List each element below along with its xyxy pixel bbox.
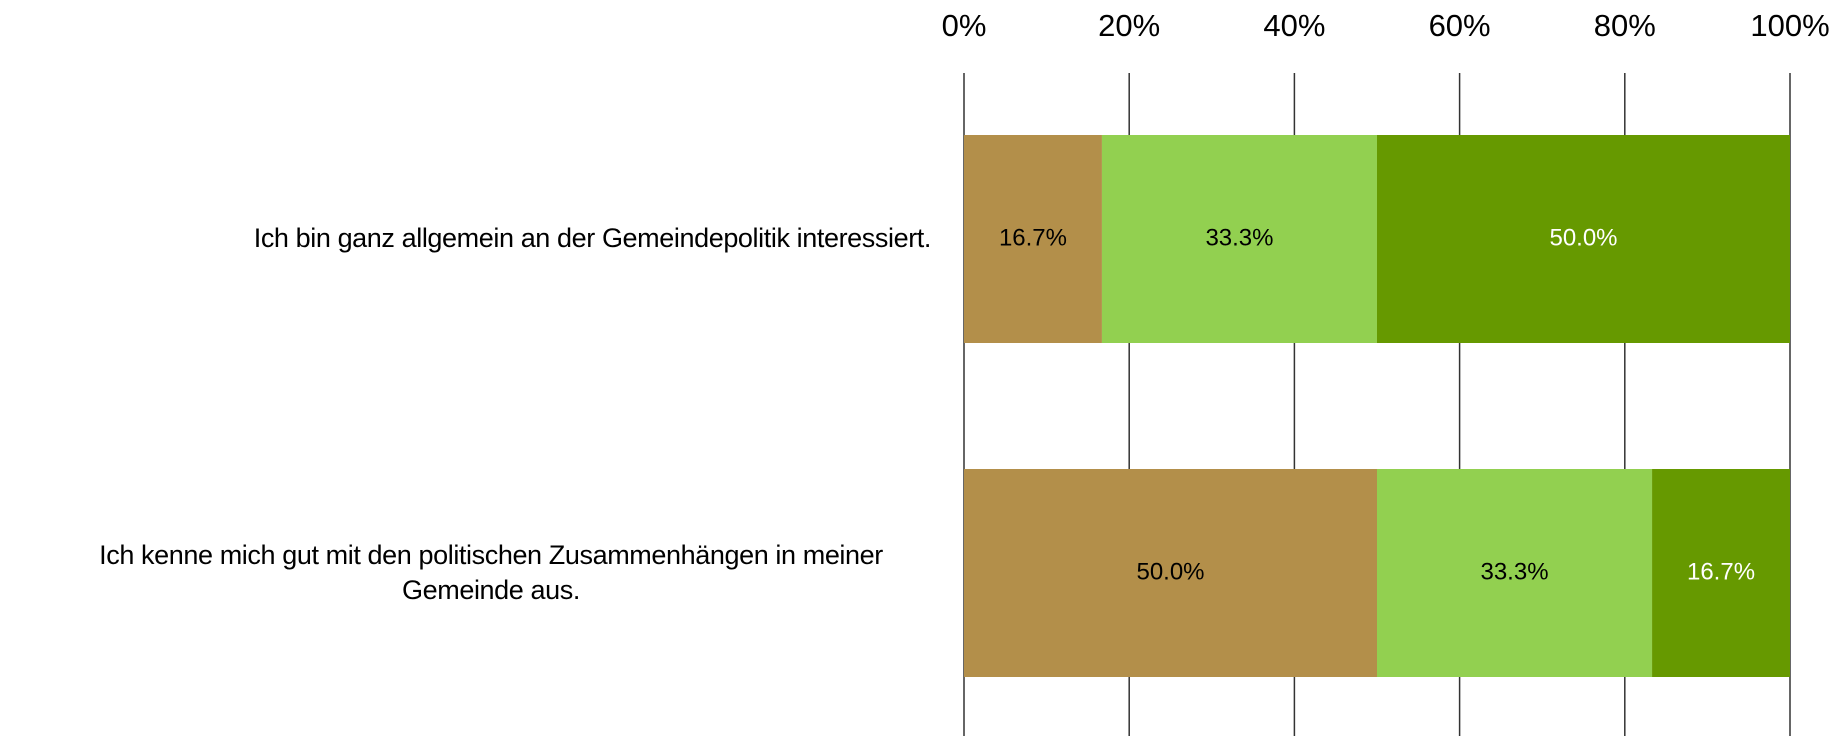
data-label: 16.7%	[999, 224, 1067, 251]
x-tick-label: 80%	[1594, 8, 1656, 43]
bar-segment	[964, 135, 1102, 343]
category-label-box: Ich kenne mich gut mit den politischen Z…	[11, 469, 931, 677]
x-tick-label: 40%	[1263, 8, 1325, 43]
category-label: Ich bin ganz allgemein an der Gemeindepo…	[253, 223, 932, 254]
data-label: 33.3%	[1480, 558, 1548, 585]
category-label-box: Ich bin ganz allgemein an der Gemeindepo…	[11, 135, 932, 343]
bar-segment	[1377, 135, 1790, 343]
bar-segment	[1652, 469, 1790, 677]
data-label: 50.0%	[1136, 558, 1204, 585]
x-tick-label: 20%	[1098, 8, 1160, 43]
x-tick-label: 0%	[942, 8, 987, 43]
bar-segment	[964, 469, 1377, 677]
data-label: 50.0%	[1549, 224, 1617, 251]
x-tick-label: 100%	[1750, 8, 1829, 43]
category-label: Ich kenne mich gut mit den politischen Z…	[99, 539, 883, 605]
data-label: 33.3%	[1205, 224, 1273, 251]
data-label: 16.7%	[1687, 558, 1755, 585]
bar-segment	[1377, 469, 1653, 677]
x-tick-label: 60%	[1429, 8, 1491, 43]
bar-segment	[1101, 135, 1377, 343]
